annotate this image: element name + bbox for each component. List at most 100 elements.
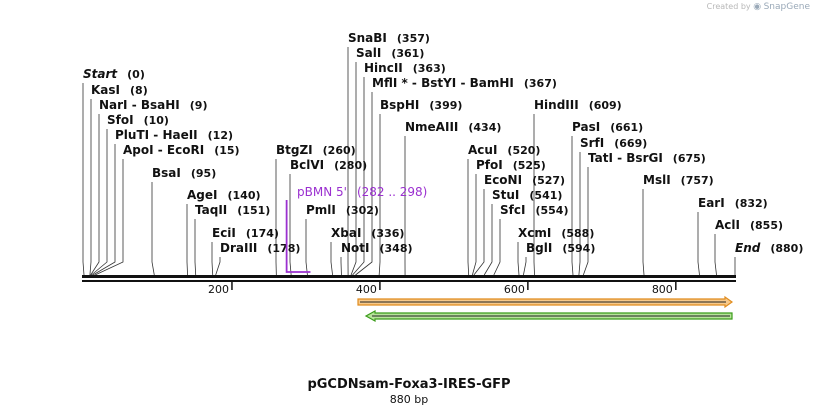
site-line-hincii [352,77,365,276]
site-position: (594) [562,242,595,255]
site-line-xcmi [517,242,520,276]
primer-label[interactable]: pBMN 5' (282 .. 298) [297,185,427,199]
site-label-msli[interactable]: MslI (757) [643,173,714,187]
site-name: EciI [212,226,236,240]
site-label-xcmi[interactable]: XcmI (588) [518,226,594,240]
primer-pbmn5: pBMN 5' (282 .. 298) [285,185,427,273]
site-name: NmeAIII [405,120,458,134]
map-title: pGCDNsam-Foxa3-IRES-GFP [307,377,510,392]
site-line-taqii [194,219,197,276]
site-label-pmli[interactable]: PmlI (302) [306,203,379,217]
site-position: (675) [673,152,706,165]
site-label-ecii[interactable]: EciI (174) [212,226,279,240]
site-line-nari-bsahi [90,114,100,276]
site-position: (434) [468,121,501,134]
site-position: (669) [614,137,647,150]
cut-site-lines [82,47,736,276]
site-line-agei [186,204,188,276]
map-length: 880 bp [390,393,428,406]
site-name: AgeI [187,188,217,202]
watermark-brand: SnapGene [763,2,810,12]
site-line-sfoi [91,129,108,276]
backbone [82,275,736,282]
site-name: HindIII [534,98,579,112]
site-label-tati-bsrgi[interactable]: TatI - BsrGI (675) [588,151,706,165]
site-label-kasi[interactable]: KasI (8) [91,83,148,97]
site-label-pasi[interactable]: PasI (661) [572,120,643,134]
site-label-bsai[interactable]: BsaI (95) [152,166,216,180]
site-line-bsai [151,182,155,276]
site-label-nari-bsahi[interactable]: NarI - BsaHI (9) [99,98,207,112]
site-position: (541) [529,189,562,202]
watermark: Created by ◉ SnapGene [707,2,810,12]
site-position: (151) [237,204,270,217]
site-label-btgzi[interactable]: BtgZI (260) [276,143,356,157]
site-label-sfci[interactable]: SfcI (554) [500,203,568,217]
site-name: AcuI [468,143,497,157]
site-name: MslI [643,173,671,187]
site-name: StuI [492,188,519,202]
primer-range: (282 .. 298) [357,185,427,199]
site-label-sfoi[interactable]: SfoI (10) [107,113,169,127]
site-label-start[interactable]: Start (0) [83,67,145,81]
site-line-kasi [89,99,92,276]
site-name: SnaBI [348,31,387,45]
site-name: EarI [698,196,725,210]
site-label-pfoi[interactable]: PfoI (525) [476,158,546,172]
site-label-agei[interactable]: AgeI (140) [187,188,261,202]
site-position: (357) [397,32,430,45]
site-line-acli [714,234,717,276]
feature-arrows [357,295,734,323]
watermark-created-by: Created by [706,2,751,11]
site-label-pluti-haeii[interactable]: PluTI - HaeII (12) [115,128,233,142]
site-label-mfli-bstyi-bamhi[interactable]: MflI * - BstYI - BamHI (367) [372,76,557,90]
site-label-hindiii[interactable]: HindIII (609) [534,98,622,112]
site-label-acli[interactable]: AclI (855) [715,218,783,232]
site-position: (367) [524,77,557,90]
site-name: BspHI [380,98,419,112]
site-position: (588) [561,227,594,240]
site-label-snabi[interactable]: SnaBI (357) [348,31,430,45]
site-name: TaqII [195,203,227,217]
site-line-msli [642,189,645,276]
site-name: SfoI [107,113,134,127]
site-line-sfci [493,219,501,276]
site-line-sali [350,62,357,276]
site-label-xbai[interactable]: XbaI (336) [331,226,404,240]
site-position: (361) [391,47,424,60]
site-line-bsphi [378,114,381,276]
site-label-eari[interactable]: EarI (832) [698,196,768,210]
site-label-apoi-ecori[interactable]: ApoI - EcoRI (15) [123,143,240,157]
site-label-bgli[interactable]: BglI (594) [526,241,595,255]
site-label-noti[interactable]: NotI (348) [341,241,413,255]
site-label-end[interactable]: End (880) [735,241,803,255]
ruler-label-800: 800 [652,283,673,296]
site-position: (399) [429,99,462,112]
site-label-stui[interactable]: StuI (541) [492,188,562,202]
site-label-econi[interactable]: EcoNI (527) [484,173,565,187]
site-label-sali[interactable]: SalI (361) [356,46,424,60]
site-label-srfi[interactable]: SrfI (669) [580,136,647,150]
site-name: PasI [572,120,600,134]
primer-name: pBMN 5' [297,185,347,199]
site-position: (178) [267,242,300,255]
site-label-acui[interactable]: AcuI (520) [468,143,540,157]
site-label-hincii[interactable]: HincII (363) [364,61,446,75]
site-position: (174) [246,227,279,240]
site-position: (15) [214,144,239,157]
site-position: (554) [535,204,568,217]
site-name: TatI - BsrGI [588,151,663,165]
site-label-taqii[interactable]: TaqII (151) [195,203,270,217]
site-line-stui [483,204,493,276]
site-position: (520) [507,144,540,157]
site-label-nmeaiii[interactable]: NmeAIII (434) [405,120,501,134]
site-position: (609) [589,99,622,112]
site-position: (880) [770,242,803,255]
site-label-bsphi[interactable]: BspHI (399) [380,98,462,112]
site-name: BglI [526,241,552,255]
site-line-pluti-haeii [92,144,116,276]
site-position: (280) [334,159,367,172]
site-label-draiii[interactable]: DraIII (178) [220,241,300,255]
site-label-bclvi[interactable]: BclVI (280) [290,158,367,172]
primer-arrow[interactable] [285,200,311,273]
